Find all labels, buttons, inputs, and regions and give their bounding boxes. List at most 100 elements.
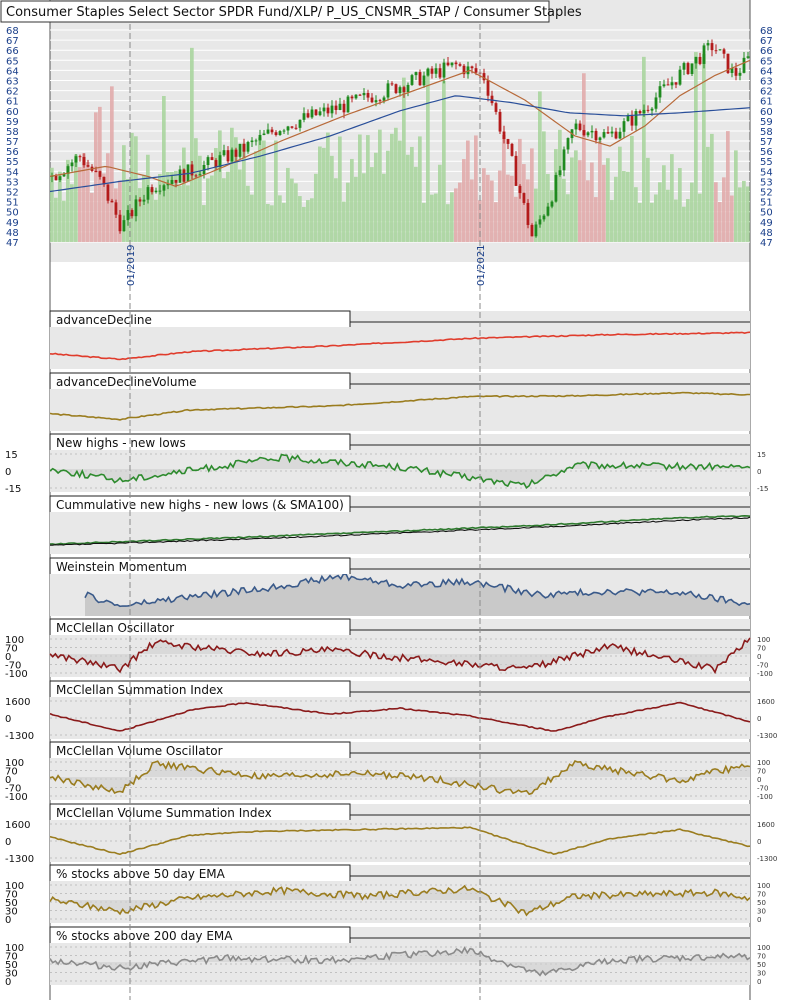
candle-body	[158, 190, 162, 192]
panel-title-tab: McClellan Volume Oscillator	[49, 741, 750, 758]
candle-body	[206, 157, 210, 165]
volume-bar	[722, 177, 726, 242]
volume-bar	[78, 167, 82, 242]
panel-tick-label-left: 70	[5, 890, 18, 901]
volume-bar	[446, 204, 450, 242]
panel-tick-label-left: 30	[5, 907, 18, 918]
candle-body	[294, 127, 298, 129]
panel-tick-label-left: -15	[5, 484, 21, 495]
panel-tick-label-right: 0	[757, 653, 761, 661]
series-line	[49, 884, 751, 917]
candle-body	[742, 57, 746, 73]
volume-bar	[322, 147, 326, 242]
candle-body	[502, 131, 506, 140]
volume-bar	[614, 176, 618, 242]
candle-body	[518, 185, 522, 194]
volume-bar	[578, 160, 582, 242]
candle-body	[666, 84, 670, 86]
volume-bar	[270, 205, 274, 242]
candle-body	[630, 115, 634, 126]
price-tick-label-left: 60	[6, 107, 19, 118]
volume-bar	[510, 175, 514, 242]
indicator-panel: Cummulative new highs - new lows (& SMA1…	[49, 495, 751, 554]
volume-bar	[334, 178, 338, 242]
price-tick-label-left: 67	[6, 36, 19, 47]
candle-body	[382, 97, 386, 101]
volume-bar	[238, 169, 242, 242]
candle-body	[182, 169, 186, 182]
series-line	[50, 516, 751, 546]
candle-body	[302, 113, 306, 120]
candle-body	[374, 100, 378, 103]
candle-body	[530, 224, 534, 237]
indicator-panel: 1600 1600 0 0 -1300 -1300 McClellan Summation …	[5, 680, 777, 742]
candle-body	[550, 201, 554, 207]
price-tick-label-right: 55	[760, 157, 773, 168]
series-area-fill	[50, 761, 750, 795]
candle-body	[306, 113, 310, 118]
candle-body	[286, 126, 290, 131]
candle-body	[194, 175, 198, 177]
price-tick-label-right: 64	[760, 66, 773, 77]
panel-tick-label-left: -70	[5, 784, 21, 795]
candle-body	[238, 143, 242, 157]
indicator-panel: advanceDecline	[49, 310, 751, 369]
candle-body	[506, 139, 510, 144]
volume-bar	[150, 189, 154, 242]
candle-body	[554, 175, 558, 202]
volume-bar	[662, 165, 666, 242]
panel-tick-label-right: -1300	[757, 855, 777, 863]
volume-bar	[134, 136, 138, 242]
candle-body	[538, 219, 542, 225]
candle-body	[198, 174, 202, 176]
candle-body	[386, 83, 390, 98]
candle-body	[422, 75, 426, 86]
panel-tick-label-right: -15	[757, 485, 768, 493]
panel-tick-label-left: -100	[5, 669, 28, 680]
price-tick-label-right: 62	[760, 87, 773, 98]
volume-bar	[258, 137, 262, 242]
candle-body	[70, 162, 74, 167]
date-label: 01/2019	[126, 244, 137, 286]
panel-tick-label-right: -70	[757, 662, 768, 670]
volume-bar	[306, 200, 310, 242]
series-line	[49, 514, 751, 546]
panel-tick-label-left: 0	[5, 837, 11, 848]
volume-bar	[130, 132, 134, 242]
volume-bar	[94, 112, 98, 242]
candle-body	[102, 176, 106, 185]
price-tick-label-right: 49	[760, 218, 773, 229]
price-tick-label-left: 66	[6, 46, 19, 57]
panel-title-background	[49, 864, 351, 881]
candle-body	[74, 156, 78, 163]
panel-tick-label-left: 100	[5, 635, 24, 646]
candle-body	[342, 103, 346, 113]
volume-bar	[86, 162, 90, 242]
price-tick-label-left: 48	[6, 228, 19, 239]
candle-body	[482, 73, 486, 81]
price-tick-label-right: 60	[760, 107, 773, 118]
candle-body	[430, 68, 434, 74]
panel-tick-label-left: 100	[5, 943, 24, 954]
candle-body	[394, 84, 398, 94]
volume-bar	[490, 180, 494, 242]
volume-bar	[142, 174, 146, 242]
volume-bar	[122, 145, 126, 242]
date-gridlines: 01/2019 01/2021	[126, 24, 487, 1000]
volume-bar	[610, 200, 614, 242]
candle-body	[654, 97, 658, 109]
candle-body	[330, 105, 334, 114]
volume-bar	[302, 206, 306, 242]
candle-body	[290, 126, 294, 128]
volume-bar	[674, 199, 678, 242]
volume-bar	[354, 176, 358, 242]
panel-tick-label-right: 100	[757, 759, 770, 767]
candle-body	[606, 132, 610, 134]
indicator-panel: 15 15 0 0 -15 -15 New highs - new lows	[5, 433, 768, 495]
panel-tick-label-left: -70	[5, 661, 21, 672]
panel-title: % stocks above 50 day EMA	[56, 867, 226, 881]
candle-body	[658, 86, 662, 98]
candle-body	[598, 137, 602, 141]
